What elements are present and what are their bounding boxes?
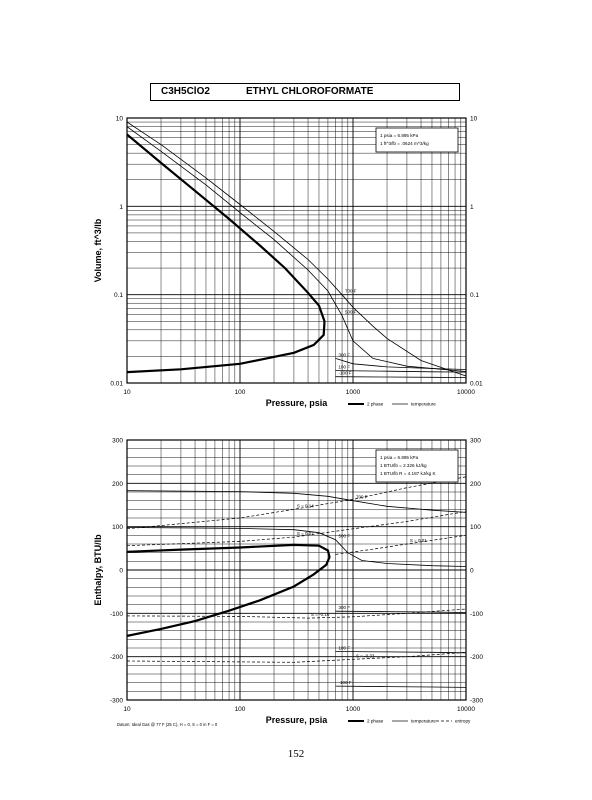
y-tick-label-right: 1 xyxy=(470,204,474,211)
y-tick-label-right: 200 xyxy=(470,481,481,488)
series-line-2-phase xyxy=(126,543,331,637)
series-label: S = 0.01 xyxy=(410,538,427,543)
series-line-temperature xyxy=(126,527,467,567)
page-number: 152 xyxy=(287,748,305,760)
series-label: S = 0.07 xyxy=(297,531,314,536)
series-label: -100 F xyxy=(338,680,351,685)
series-label: 700 F xyxy=(345,289,357,294)
conversion-line: 1 psia = 6.895 kPa xyxy=(380,455,419,460)
legend-label: entropy xyxy=(455,719,471,724)
series-line-entropy xyxy=(335,534,467,555)
series-line-temperature xyxy=(335,376,467,378)
series-label: 500 F xyxy=(338,534,350,539)
series-line-temperature xyxy=(126,121,467,377)
series-label: 500 F xyxy=(345,310,357,315)
conversion-box xyxy=(375,127,459,153)
legend-label: 2 phase xyxy=(367,719,384,724)
y-tick-label-left: 200 xyxy=(112,481,123,488)
conversion-line: 1 ft^3/lb = .0624 m^3/kg xyxy=(380,141,429,146)
y-tick-label-left: 300 xyxy=(112,438,123,445)
y-tick-label-right: 0 xyxy=(470,568,474,575)
x-axis-label: Pressure, psia xyxy=(266,715,329,725)
legend-label: 2 phase xyxy=(367,402,384,407)
conversion-line: 1 psia = 6.895 kPa xyxy=(380,133,419,138)
series-line-temperature xyxy=(126,126,467,372)
y-tick-label-right: 0.01 xyxy=(470,381,483,388)
y-tick-label-left: 100 xyxy=(112,524,123,531)
y-tick-label-right: -200 xyxy=(470,654,483,661)
conversion-box xyxy=(375,449,459,483)
y-tick-label-left: -100 xyxy=(110,611,123,618)
y-tick-label-left: -300 xyxy=(110,698,123,705)
series-line-temperature xyxy=(335,651,467,654)
plot-frame xyxy=(126,439,467,701)
datum-footnote: Datum: Ideal Gas @ 77 F (25 C), H = 0, S… xyxy=(117,722,218,727)
conversion-line: 1 BTU/lb = 2.326 kJ/kg xyxy=(380,463,427,468)
y-tick-label-left: 0.1 xyxy=(114,292,123,299)
chemical-name: ETHYL CHLOROFORMATE xyxy=(246,86,374,97)
x-tick-label: 100 xyxy=(235,389,246,396)
conversion-line: 1 BTU/lb R = 4.187 kJ/kg K xyxy=(380,471,436,476)
y-axis-label: Volume, ft^3/lb xyxy=(93,218,103,282)
x-tick-label: 1000 xyxy=(346,389,361,396)
y-tick-label-left: 0 xyxy=(119,568,123,575)
y-tick-label-right: 0.1 xyxy=(470,292,479,299)
chart-title-box: C3H5ClO2 ETHYL CHLOROFORMATE xyxy=(150,83,460,101)
x-tick-label: 10000 xyxy=(457,389,475,396)
y-tick-label-left: 10 xyxy=(116,116,124,123)
y-tick-label-right: 300 xyxy=(470,438,481,445)
x-tick-label: 100 xyxy=(235,706,246,713)
y-tick-label-left: -200 xyxy=(110,654,123,661)
x-tick-label: 10 xyxy=(123,706,131,713)
series-line-2-phase xyxy=(126,133,326,374)
series-line-temperature xyxy=(335,358,467,370)
series-line-temperature xyxy=(335,685,467,688)
series-line-temperature xyxy=(335,610,467,613)
series-line-entropy xyxy=(126,651,467,663)
y-tick-label-right: -300 xyxy=(470,698,483,705)
series-label: S = -0.16 xyxy=(311,612,330,617)
series-line-entropy xyxy=(126,511,467,547)
y-tick-label-left: 0.01 xyxy=(110,381,123,388)
chemical-formula: C3H5ClO2 xyxy=(161,86,210,97)
series-line-temperature xyxy=(126,490,467,513)
y-tick-label-right: 100 xyxy=(470,524,481,531)
series-line-temperature xyxy=(335,370,467,373)
plot-frame xyxy=(126,117,467,384)
y-tick-label-right: -100 xyxy=(470,611,483,618)
series-label: -100 F xyxy=(338,371,351,376)
series-label: 300 F xyxy=(338,605,350,610)
series-label: S = 0.14 xyxy=(297,503,314,508)
y-tick-label-right: 10 xyxy=(470,116,478,123)
legend-label: temperature xyxy=(411,402,436,407)
x-axis-label: Pressure, psia xyxy=(266,398,329,408)
y-axis-label: Enthalpy, BTU/lb xyxy=(93,534,103,606)
series-label: 300 F xyxy=(338,352,350,357)
y-tick-label-left: 1 xyxy=(119,204,123,211)
series-label: 100 F xyxy=(338,365,350,370)
x-tick-label: 10000 xyxy=(457,706,475,713)
x-tick-label: 10 xyxy=(123,389,131,396)
x-tick-label: 1000 xyxy=(346,706,361,713)
legend-label: temperature xyxy=(411,719,436,724)
series-label: 100 F xyxy=(338,645,350,650)
series-label: S = -0.33 xyxy=(356,653,375,658)
